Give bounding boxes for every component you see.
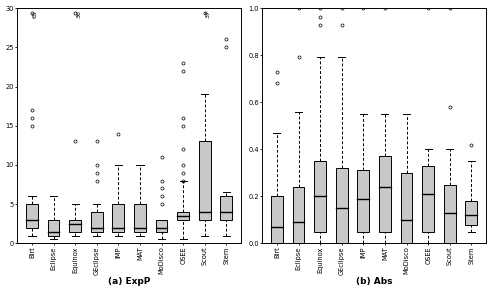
Text: 65: 65 [33,11,38,18]
Bar [199,141,211,220]
Bar [271,196,283,244]
Text: 36: 36 [76,11,81,18]
Bar [26,204,38,228]
Bar [177,212,189,220]
Bar [314,161,326,232]
Bar [422,166,434,232]
Bar [91,212,103,232]
Bar [336,168,348,244]
X-axis label: (a) ExpP: (a) ExpP [108,277,151,286]
Bar [357,171,369,232]
Bar [69,220,81,232]
Bar [400,173,412,244]
Bar [134,204,146,232]
Bar [155,220,167,232]
Bar [112,204,124,232]
Bar [444,185,456,244]
Bar [465,201,477,225]
Text: 37: 37 [206,11,211,18]
Bar [220,196,232,220]
Bar [48,220,60,236]
Bar [379,156,391,232]
Bar [293,187,305,244]
X-axis label: (b) Abs: (b) Abs [356,277,393,286]
